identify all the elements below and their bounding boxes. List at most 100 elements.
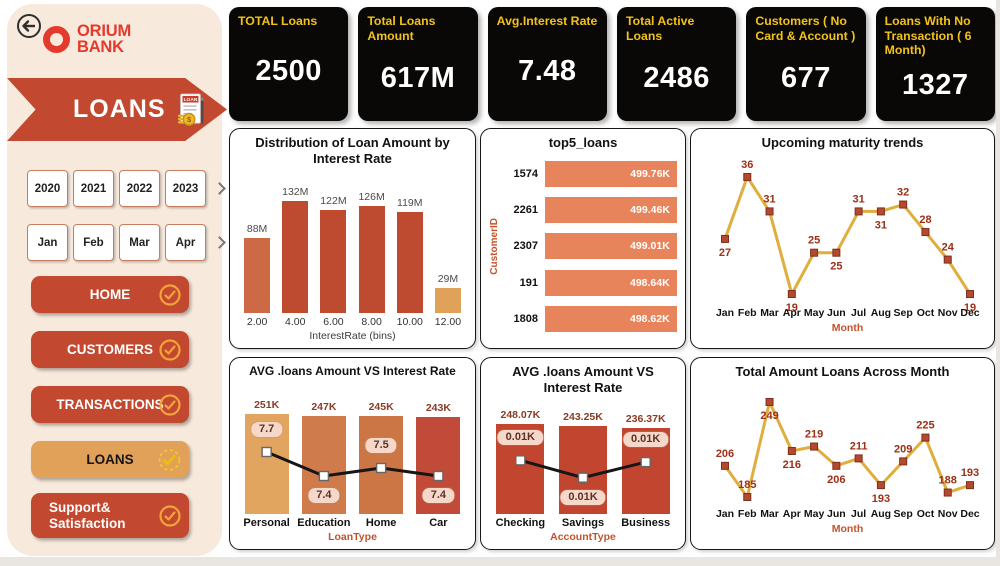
nav-home-button[interactable]: HOME [31, 276, 189, 313]
year-button-2022[interactable]: 2022 [119, 170, 160, 207]
month-slicer-next-icon[interactable] [213, 236, 226, 249]
month-button-mar[interactable]: Mar [119, 224, 160, 261]
data-point-Oct[interactable] [921, 228, 930, 237]
line-value-pill: 0.01K [560, 489, 606, 505]
year-slicer-next-icon[interactable] [213, 182, 226, 195]
line-marker-Checking[interactable] [515, 455, 526, 466]
x-axis-title: InterestRate (bins) [309, 330, 396, 342]
data-label: 225 [916, 420, 934, 432]
x-ticks: Personal Education Home Car [238, 517, 467, 529]
data-label: 193 [872, 493, 890, 505]
bar-value-label: 88M [246, 223, 268, 236]
data-point-Jun[interactable] [832, 248, 841, 257]
bar-customer-191[interactable]: 498.64K [545, 269, 677, 296]
data-point-Dec[interactable] [966, 290, 974, 298]
year-button-2020[interactable]: 2020 [27, 170, 68, 207]
kpi-title: Customers ( No Card & Account ) [755, 14, 856, 43]
bank-logo-icon [43, 26, 70, 54]
nav-loans-label: LOANS [86, 452, 134, 467]
year-button-2021[interactable]: 2021 [73, 170, 114, 207]
sidebar: ORIUM BANK LOANS LOAN $ [7, 4, 227, 556]
bar-4.00[interactable] [282, 201, 309, 313]
month-button-jan[interactable]: Jan [27, 224, 68, 261]
bar-column: 88M [238, 183, 276, 313]
kpi-value: 2486 [643, 62, 710, 94]
line-marker-Home[interactable] [375, 462, 387, 474]
data-point-Jan[interactable] [721, 234, 729, 243]
bar-customer-1808[interactable]: 498.62K [545, 305, 677, 332]
bar-value-label: 251K [254, 399, 280, 411]
line-marker-Car[interactable] [433, 470, 444, 482]
line-marker-Personal[interactable] [261, 446, 272, 458]
nav-loans-button[interactable]: LOANS [31, 441, 189, 478]
bar-customer-2261[interactable]: 499.46K [545, 197, 677, 224]
year-button-2023[interactable]: 2023 [165, 170, 206, 207]
data-point-Feb[interactable] [743, 173, 752, 181]
data-label: 219 [805, 429, 823, 441]
data-point-Mar[interactable] [765, 398, 774, 406]
data-point-Mar[interactable] [765, 207, 774, 216]
bank-logo: ORIUM BANK [43, 23, 131, 56]
month-button-apr[interactable]: Apr [165, 224, 206, 261]
data-label: 206 [716, 448, 734, 460]
bar-2.00[interactable] [244, 238, 271, 313]
x-tick-label: Business [621, 517, 671, 529]
bar-10.00[interactable] [396, 212, 423, 313]
bar-8.00[interactable] [358, 206, 385, 313]
data-point-Sep[interactable] [899, 457, 908, 466]
x-tick-Dec: Dec [960, 508, 979, 520]
data-point-Jul[interactable] [854, 207, 863, 216]
data-point-Nov[interactable] [943, 255, 952, 264]
data-point-Dec[interactable] [966, 481, 974, 490]
month-button-feb[interactable]: Feb [73, 224, 114, 261]
kpi-row: TOTAL Loans 2500 Total Loans Amount 617M… [229, 7, 995, 121]
kpi-total-loans-amount: Total Loans Amount 617M [358, 7, 478, 121]
data-point-Apr[interactable] [787, 290, 796, 298]
line-marker-Education[interactable] [318, 470, 330, 482]
kpi-total-loans: TOTAL Loans 2500 [229, 7, 349, 121]
category-label: 1808 [513, 312, 538, 325]
bar-12.00[interactable] [434, 288, 461, 313]
data-point-Sep[interactable] [899, 200, 908, 209]
bar-customer-1574[interactable]: 499.76K [545, 160, 677, 187]
brand-name-bottom: BANK [77, 37, 124, 56]
data-point-Aug[interactable] [876, 481, 885, 490]
bar-value-label: 236.37K [625, 413, 666, 426]
data-point-Jan[interactable] [721, 461, 729, 470]
back-button[interactable] [15, 12, 43, 40]
data-point-Aug[interactable] [876, 207, 885, 216]
x-tick-label: 4.00 [285, 316, 306, 328]
nav-transactions-label: TRANSACTIONS [56, 397, 164, 412]
data-point-Feb[interactable] [743, 493, 752, 501]
bar-value-label: 245K [368, 401, 394, 414]
nav-customers-button[interactable]: CUSTOMERS [31, 331, 189, 368]
x-tick-label: 10.00 [396, 316, 423, 328]
chart-plot-area: CustomerID 1574 499.76K 2261 499.46K 2307 499.… [489, 151, 677, 342]
bar-customer-2307[interactable]: 499.01K [545, 233, 677, 260]
line-marker-Savings[interactable] [577, 472, 589, 483]
x-tick-Feb: Feb [738, 508, 757, 520]
nav-support-button[interactable]: Support& Satisfaction [31, 493, 189, 538]
bar-column: 122M [314, 183, 352, 313]
page-edge-right [996, 0, 1000, 566]
data-point-Jul[interactable] [854, 454, 863, 463]
line-marker-Business[interactable] [640, 456, 651, 468]
x-tick-Apr: Apr [783, 508, 801, 520]
nav-home-label: HOME [89, 287, 131, 302]
data-point-Nov[interactable] [943, 488, 952, 497]
bar-column: 132M [276, 183, 314, 313]
x-axis-title: AccountType [550, 531, 616, 543]
bar-value-label: 498.64K [630, 276, 670, 289]
data-point-May[interactable] [810, 248, 819, 257]
x-tick-Apr: Apr [783, 307, 801, 319]
data-point-Jun[interactable] [832, 461, 841, 470]
data-point-May[interactable] [810, 442, 819, 451]
x-tick-May: May [804, 508, 825, 520]
data-point-Apr[interactable] [787, 446, 796, 455]
x-axis-title: Month [832, 322, 864, 334]
data-point-Oct[interactable] [921, 433, 930, 442]
bar-6.00[interactable] [320, 209, 347, 313]
nav-transactions-button[interactable]: TRANSACTIONS [31, 386, 189, 423]
bars-area: 248.07K 243.25K 236.37K 0.01K 0.01K 0.01K [489, 406, 677, 514]
line-value-pill: 7.7 [250, 422, 283, 437]
